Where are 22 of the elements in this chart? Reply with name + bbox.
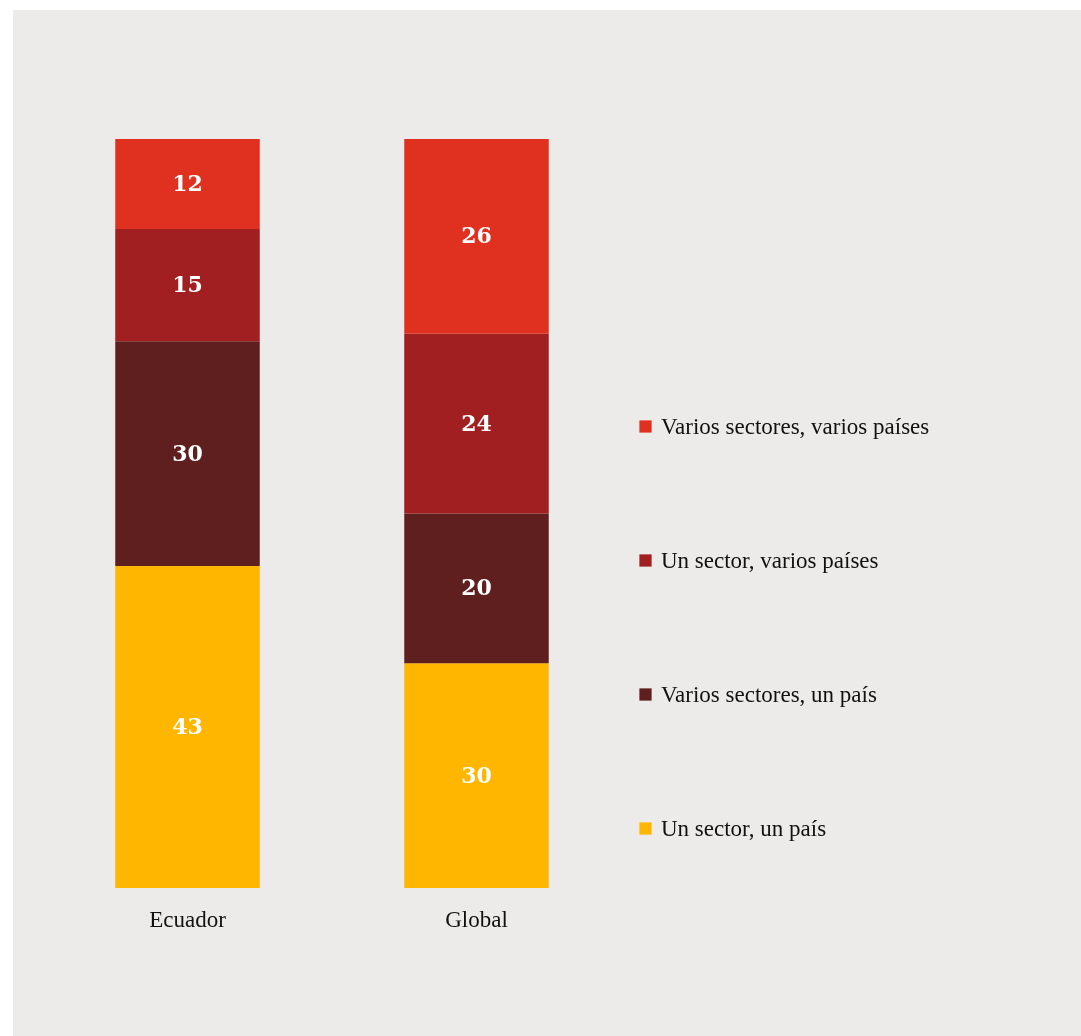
data-label: 43	[172, 712, 203, 739]
x-tick-label: Ecuador	[149, 906, 227, 932]
bar	[115, 341, 260, 566]
bar	[404, 333, 549, 514]
data-label: 20	[461, 574, 492, 601]
data-label: 26	[461, 222, 492, 249]
bar	[404, 139, 549, 334]
data-label: 15	[172, 271, 203, 298]
bar	[115, 139, 260, 229]
bar	[115, 565, 260, 888]
data-label: 24	[461, 409, 492, 436]
bar	[404, 663, 549, 888]
x-tick-label: Global	[445, 906, 508, 932]
legend-label: Varios sectores, un país	[661, 681, 877, 707]
bar	[115, 228, 260, 342]
data-label: 30	[172, 439, 203, 466]
legend-label: Varios sectores, varios países	[661, 413, 930, 439]
legend-label: Un sector, un país	[661, 815, 827, 841]
bar	[404, 513, 549, 664]
data-label: 12	[172, 169, 203, 196]
legend-label: Un sector, varios países	[661, 547, 879, 573]
data-label: 30	[461, 761, 492, 788]
